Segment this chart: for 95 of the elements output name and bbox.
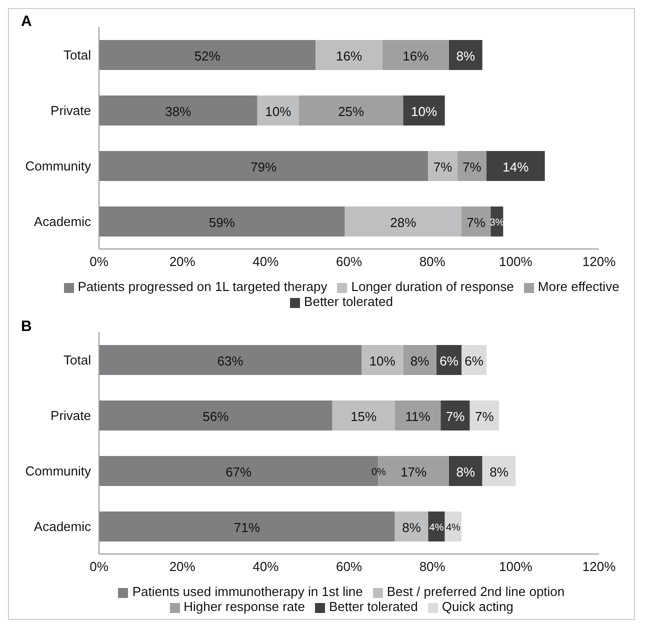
legend-label: Longer duration of response <box>351 279 514 294</box>
x-tick-label: 80% <box>419 559 446 574</box>
y-tick-label: Academic <box>34 214 92 229</box>
bar <box>470 400 499 430</box>
x-tick-label: 100% <box>499 559 533 574</box>
x-tick-label: 40% <box>252 559 280 574</box>
bar <box>394 512 428 542</box>
bar <box>486 151 545 181</box>
data-label: 59% <box>208 215 236 230</box>
y-tick-label: Total <box>64 47 92 62</box>
data-label: 79% <box>250 160 278 174</box>
y-tick-label: Private <box>50 102 91 118</box>
data-label: 6% <box>440 354 459 368</box>
x-tick-label: 40% <box>252 254 280 270</box>
chart-title: B <box>21 318 32 335</box>
y-tick-label: Total <box>64 352 92 368</box>
bar <box>428 512 445 542</box>
x-tick-label: 60% <box>336 254 362 270</box>
bar <box>449 40 482 70</box>
data-label: 14% <box>502 160 530 174</box>
bar <box>99 151 428 181</box>
chart-title: A <box>21 13 32 30</box>
data-label: 67% <box>226 464 252 480</box>
data-label: 4% <box>429 522 444 534</box>
x-tick-label: 60% <box>336 559 362 574</box>
data-label: 7% <box>475 409 494 424</box>
data-label: 8% <box>410 354 430 368</box>
data-label: 17% <box>400 464 428 480</box>
legend-label: Best / preferred 2nd line option <box>386 584 565 599</box>
bar <box>403 96 445 126</box>
data-label: 10% <box>265 104 292 119</box>
data-label: 10% <box>369 354 396 368</box>
bar <box>316 40 382 70</box>
data-label: 8% <box>456 464 476 480</box>
bar <box>440 400 470 430</box>
data-label: 7% <box>466 215 486 230</box>
bar <box>99 96 258 126</box>
x-tick-label: 0% <box>90 254 109 270</box>
data-label: 56% <box>202 409 230 424</box>
bar <box>99 512 395 542</box>
legend-label: Quick acting <box>442 599 514 614</box>
data-label: 8% <box>490 464 509 480</box>
bar <box>257 96 299 126</box>
x-tick-label: 20% <box>169 559 196 574</box>
y-tick-label: Academic <box>34 518 92 534</box>
data-label: 28% <box>390 215 417 230</box>
x-tick-label: 120% <box>582 254 616 270</box>
data-label: 7% <box>433 160 453 174</box>
data-label: 15% <box>350 409 378 424</box>
legend-label: Better tolerated <box>304 294 393 309</box>
bar <box>344 206 462 236</box>
data-label: 38% <box>165 104 192 119</box>
legend-label: Patients progressed on 1L targeted therapy <box>78 279 328 294</box>
bar <box>457 151 486 181</box>
y-tick-label: Private <box>50 408 91 423</box>
bar <box>428 151 458 181</box>
bar <box>332 400 395 430</box>
legend-label: Better tolerated <box>328 599 418 614</box>
x-tick-label: 0% <box>90 559 109 574</box>
bar <box>482 456 516 486</box>
data-label: 10% <box>410 104 438 119</box>
x-tick-label: 100% <box>499 254 533 270</box>
bar <box>99 40 316 70</box>
data-label: 7% <box>446 409 466 424</box>
data-label: 8% <box>402 520 422 535</box>
data-label: 16% <box>402 48 430 64</box>
bar <box>462 206 491 236</box>
legend-label: Patients used immunotherapy in 1st line <box>132 584 363 599</box>
bar <box>449 456 482 486</box>
bar <box>382 40 449 70</box>
data-label: 0% <box>371 467 386 478</box>
data-label: 25% <box>338 104 365 119</box>
bar <box>362 345 404 375</box>
data-label: 11% <box>405 409 431 424</box>
data-label: 63% <box>217 354 244 368</box>
x-tick-label: 120% <box>582 559 616 574</box>
legend-label: Higher response rate <box>184 599 305 614</box>
data-label: 52% <box>194 48 221 64</box>
bar <box>403 345 436 375</box>
data-label: 7% <box>462 160 482 174</box>
y-tick-label: Community <box>25 463 92 478</box>
legend-label: More effective <box>538 279 620 294</box>
data-label: 16% <box>336 48 362 64</box>
bar <box>99 345 362 375</box>
data-label: 71% <box>234 520 260 535</box>
bar <box>299 96 404 126</box>
bar <box>99 206 345 236</box>
data-label: 8% <box>456 48 476 64</box>
bar <box>99 400 332 430</box>
x-tick-label: 80% <box>419 254 446 270</box>
data-label: 4% <box>446 522 460 534</box>
y-tick-label: Community <box>25 158 92 174</box>
data-label: 6% <box>464 354 484 368</box>
bar <box>394 400 441 430</box>
x-tick-label: 20% <box>169 254 196 270</box>
